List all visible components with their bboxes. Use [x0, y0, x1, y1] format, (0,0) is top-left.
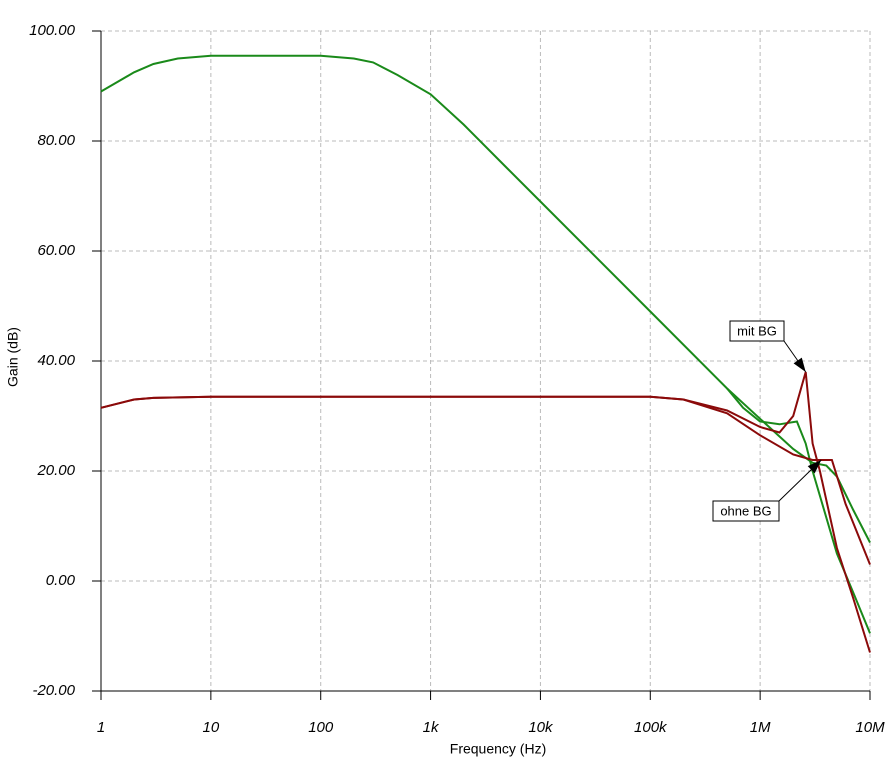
arrow-head — [807, 460, 822, 474]
x-tick-label: 100k — [634, 719, 668, 736]
annotation-text: mit BG — [737, 323, 777, 338]
x-tick-label: 100 — [308, 719, 334, 736]
y-tick-label: 40.00 — [37, 352, 75, 369]
arrow-head — [793, 357, 806, 372]
x-tick-label: 10M — [855, 719, 885, 736]
y-axis-title: Gain (dB) — [5, 327, 21, 387]
y-tick-label: 100.00 — [29, 22, 76, 39]
series-line — [100, 371, 871, 653]
x-axis-title: Frequency (Hz) — [450, 741, 546, 757]
annotation-box — [712, 500, 780, 522]
series-line — [100, 54, 871, 543]
x-tick-label: 1M — [750, 719, 771, 736]
series-line — [100, 395, 871, 565]
x-tick-label: 10 — [203, 719, 220, 736]
y-tick-label: 80.00 — [37, 132, 75, 149]
annotation-box — [729, 320, 785, 342]
x-tick-label: 10k — [528, 719, 554, 736]
y-tick-label: -20.00 — [32, 682, 75, 699]
y-tick-label: 20.00 — [36, 462, 75, 479]
x-tick-label: 1 — [97, 719, 105, 736]
x-tick-label: 1k — [423, 719, 440, 736]
annotation-text: ohne BG — [720, 503, 771, 518]
y-tick-label: 60.00 — [37, 242, 75, 259]
y-tick-label: 0.00 — [46, 572, 76, 589]
